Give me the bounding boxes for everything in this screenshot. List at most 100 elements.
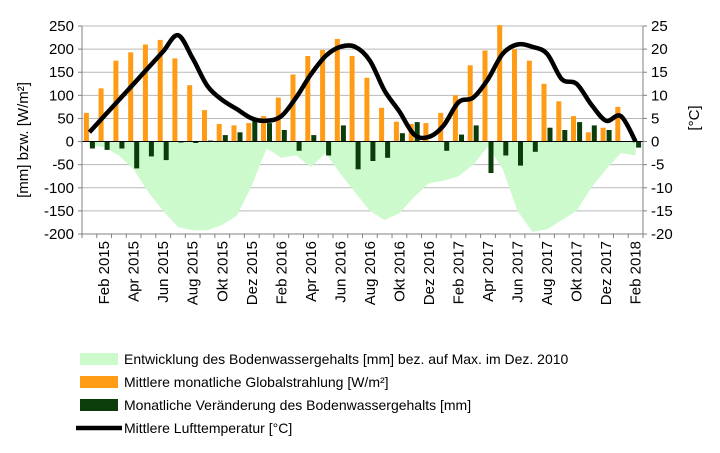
soil-water-change-bar [134, 141, 140, 169]
x-tick-label: Jun 2017 [510, 241, 527, 303]
bar-series [83, 25, 642, 173]
radiation-bar [615, 106, 621, 142]
soil-water-change-bar [503, 141, 509, 156]
radiation-bar [157, 39, 163, 142]
radiation-bar [305, 56, 311, 142]
soil-water-change-bar [193, 141, 199, 143]
soil-water-change-bar [311, 135, 317, 142]
soil-water-change-bar [252, 118, 258, 142]
radiation-bar [393, 121, 399, 142]
radiation-bar [556, 101, 562, 142]
soil-water-change-bar [488, 141, 494, 173]
radiation-bar [423, 123, 429, 142]
soil-water-change-bar [148, 141, 154, 157]
soil-water-change-bar [459, 134, 464, 142]
soil-water-change-bar [326, 141, 332, 156]
legend-label: Entwicklung des Bodenwassergehalts [mm] … [124, 351, 569, 367]
radiation-bar [231, 125, 237, 142]
x-tick-label: Feb 2018 [628, 241, 645, 304]
soil-water-change-bar [385, 141, 391, 158]
radiation-bar [452, 95, 458, 142]
x-tick-label: Aug 2017 [539, 241, 556, 305]
right-y-tick-label: 20 [651, 41, 668, 58]
left-y-tick-label: 100 [49, 87, 74, 104]
radiation-bar [172, 58, 178, 142]
right-y-axis-label: [°C] [686, 105, 703, 130]
right-y-tick-labels: 25 20 15 10 5 0 -5 -10 -15 -20 [651, 18, 673, 243]
left-y-tick-label: 50 [57, 110, 74, 127]
radiation-bar [261, 116, 266, 142]
legend-label: Mittlere monatliche Globalstrahlung [W/m… [124, 374, 389, 390]
legend-label: Mittlere Lufttemperatur [°C] [124, 420, 292, 436]
left-y-tick-label: -100 [44, 180, 74, 197]
axes [78, 25, 647, 238]
soil-water-change-bar [473, 125, 479, 142]
soil-water-change-bar [636, 141, 642, 148]
left-y-tick-label: 250 [49, 18, 74, 35]
right-y-tick-label: -10 [651, 180, 673, 197]
x-tick-label: Jun 2015 [155, 241, 172, 303]
x-tick-label: Dez 2015 [244, 241, 261, 305]
left-y-tick-label: 0 [66, 134, 74, 151]
soil-water-change-bar [370, 141, 376, 161]
right-y-tick-label: 10 [651, 87, 668, 104]
soil-water-area [89, 141, 636, 232]
soil-water-change-bar [119, 141, 125, 149]
right-y-tick-label: 0 [651, 134, 659, 151]
soil-water-change-bar [237, 132, 243, 142]
soil-water-change-bar [414, 122, 420, 142]
soil-water-change-bar [89, 141, 95, 149]
right-y-tick-label: 15 [651, 64, 668, 81]
legend-swatch-bar [80, 376, 118, 388]
radiation-bar [246, 123, 252, 142]
radiation-bar [216, 124, 222, 142]
x-tick-labels: Feb 2015 Apr 2015 Jun 2015 Aug 2015 Okt 2015… [96, 241, 644, 305]
legend: Entwicklung des Bodenwassergehalts [mm] … [76, 351, 569, 436]
left-y-axis-label: [mm] bzw. [W/m²] [15, 82, 32, 198]
right-y-tick-label: -5 [651, 157, 664, 174]
left-y-tick-label: -50 [52, 157, 74, 174]
radiation-bar [364, 77, 370, 142]
x-tick-label: Okt 2017 [569, 241, 586, 302]
x-tick-label: Dez 2016 [421, 241, 438, 305]
left-y-tick-labels: 250 200 150 100 50 0 -50 -100 -150 -200 [44, 18, 74, 243]
legend-swatch-area [80, 353, 118, 365]
radiation-bar [128, 52, 134, 142]
radiation-bar [98, 88, 104, 142]
radiation-bar [142, 44, 148, 142]
x-tick-label: Dez 2017 [598, 241, 615, 305]
soil-water-change-bar [399, 133, 405, 142]
x-tick-label: Apr 2015 [126, 241, 143, 302]
radiation-bar [379, 107, 385, 142]
left-y-tick-label: 200 [49, 41, 74, 58]
radiation-bar [202, 110, 207, 142]
soil-water-area-series [89, 141, 636, 232]
soil-water-change-bar [104, 141, 110, 150]
soil-water-change-bar [547, 127, 553, 142]
legend-label: Monatliche Veränderung des Bodenwasserge… [124, 397, 471, 413]
x-tick-label: Feb 2016 [273, 241, 290, 304]
soil-water-change-bar [577, 122, 583, 142]
soil-water-change-bar [518, 141, 523, 166]
x-tick-label: Feb 2017 [450, 241, 467, 304]
left-y-tick-label: -200 [44, 226, 74, 243]
right-y-tick-label: -15 [651, 203, 673, 220]
radiation-bar [541, 83, 547, 142]
soil-water-change-bar [222, 135, 228, 142]
right-y-tick-label: 5 [651, 110, 659, 127]
radiation-bar [571, 116, 576, 142]
soil-water-change-bar [355, 141, 361, 170]
radiation-bar [497, 25, 503, 142]
radiation-bar [83, 112, 89, 142]
right-y-tick-label: 25 [651, 18, 668, 35]
radiation-bar [187, 85, 193, 142]
radiation-bar [512, 49, 517, 142]
x-tick-label: Apr 2016 [303, 241, 320, 302]
soil-water-change-bar [444, 141, 450, 151]
right-y-tick-label: -20 [651, 226, 673, 243]
radiation-bar [349, 56, 355, 142]
soil-water-change-bar [267, 123, 272, 142]
soil-water-change-bar [591, 125, 597, 142]
radiation-bar [290, 74, 296, 142]
